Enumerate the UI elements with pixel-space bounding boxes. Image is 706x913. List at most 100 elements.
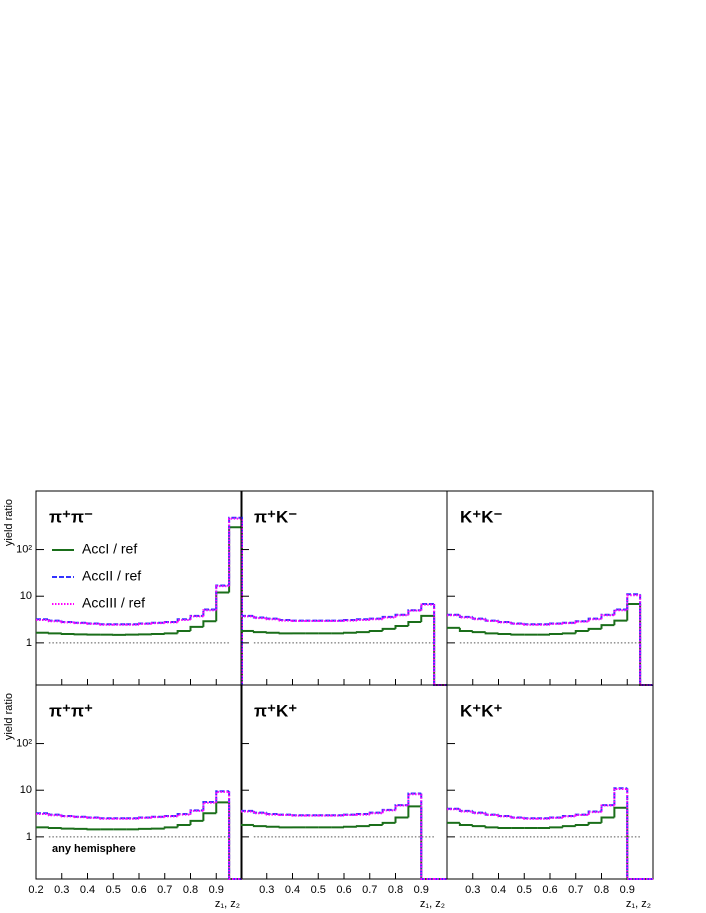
- histogram-bin: [138, 816, 152, 819]
- histogram-bin: [343, 825, 357, 828]
- histogram-bin: [484, 632, 499, 635]
- x-tick-label: 0.9: [414, 884, 429, 896]
- histogram-bin: [484, 826, 499, 829]
- histogram-bin: [626, 603, 641, 621]
- histogram-bin: [639, 595, 653, 686]
- histogram-bin: [228, 526, 243, 685]
- histogram-bin: [138, 622, 152, 625]
- histogram-bin: [433, 615, 447, 686]
- histogram-bin: [613, 608, 628, 615]
- histogram-bin: [561, 632, 576, 635]
- histogram-bin: [176, 823, 191, 828]
- histogram-bin: [228, 517, 243, 685]
- histogram-bin: [523, 623, 538, 626]
- y-tick-label: 1: [26, 637, 32, 649]
- x-tick-label: 0.4: [491, 884, 506, 896]
- x-tick-label: 0.7: [362, 884, 377, 896]
- histogram-bin: [587, 627, 602, 631]
- x-tick-label: 0.2: [28, 884, 43, 896]
- histogram-bin: [215, 585, 230, 611]
- histogram-bin: [381, 808, 396, 813]
- legend-label: AccI / ref: [82, 541, 137, 557]
- histogram-bin: [510, 633, 525, 636]
- histogram-bin: [60, 827, 75, 830]
- histogram-bin: [228, 802, 242, 880]
- histogram-bin: [278, 619, 293, 622]
- y-tick-label: 10²: [16, 543, 32, 555]
- histogram-bin: [215, 801, 230, 814]
- histogram-bin: [484, 619, 499, 622]
- histogram-bin: [587, 618, 602, 622]
- x-tick-label: 0.5: [106, 884, 121, 896]
- histogram-bin: [215, 591, 230, 622]
- histogram-bin: [420, 603, 435, 611]
- panel-title: π⁺K⁻: [254, 507, 297, 526]
- legend-label: AccIII / ref: [82, 595, 145, 611]
- histogram-bin: [176, 618, 191, 623]
- histogram-bin: [381, 616, 396, 620]
- histogram-bin: [574, 813, 589, 817]
- histogram-bin: [626, 807, 641, 880]
- x-tick-label: 0.8: [183, 884, 198, 896]
- x-tick-label: 0.6: [542, 884, 557, 896]
- histogram-bin: [420, 806, 435, 880]
- histogram-bin: [626, 593, 641, 610]
- x-tick-label: 0.5: [517, 884, 532, 896]
- x-tick-label: 0.8: [388, 884, 403, 896]
- histogram-bin: [252, 630, 267, 634]
- histogram-bin: [407, 609, 422, 615]
- x-axis-label: z₁, z₂: [420, 898, 445, 910]
- histogram-bin: [189, 615, 204, 620]
- histogram-bin: [613, 609, 628, 616]
- histogram-bin: [150, 622, 165, 625]
- histogram-bin: [471, 617, 486, 621]
- histogram-bin: [381, 627, 396, 631]
- histogram-bin: [523, 817, 538, 820]
- histogram-bin: [265, 631, 280, 634]
- panel-title: π⁺π⁺: [49, 701, 93, 720]
- y-axis-label: yield ratio: [3, 693, 15, 740]
- histogram-bin: [394, 816, 409, 823]
- histogram-bin: [561, 622, 576, 625]
- histogram-bin: [574, 620, 589, 624]
- histogram-bin: [561, 815, 576, 818]
- histogram-bin: [600, 624, 615, 629]
- legend-label: AccII / ref: [82, 568, 141, 584]
- histogram-bin: [60, 621, 75, 624]
- histogram-bin: [394, 804, 409, 811]
- histogram-bin: [343, 813, 357, 816]
- histogram-bin: [407, 609, 422, 616]
- histogram-bin: [484, 813, 499, 816]
- histogram-bin: [420, 793, 435, 880]
- histogram-bin: [176, 813, 191, 817]
- histogram-bin: [252, 616, 267, 620]
- histogram-bin: [613, 619, 628, 626]
- histogram-bin: [265, 618, 280, 621]
- histogram-bin: [458, 822, 473, 826]
- histogram-bin: [549, 816, 563, 819]
- histogram-bin: [394, 614, 409, 618]
- histogram-bin: [355, 631, 370, 634]
- x-tick-label: 0.3: [259, 884, 274, 896]
- x-tick-label: 0.3: [54, 884, 69, 896]
- histogram-bin: [86, 816, 101, 819]
- histogram-bin: [99, 623, 114, 626]
- histogram-bin: [368, 812, 383, 815]
- panel-title: K⁺K⁻: [460, 507, 503, 526]
- y-tick-label: 10: [20, 784, 32, 796]
- histogram-bin: [47, 826, 62, 829]
- histogram-bin: [163, 621, 178, 624]
- histogram-bin: [394, 624, 409, 629]
- histogram-bin: [265, 813, 280, 816]
- histogram-bin: [47, 813, 62, 817]
- histogram-bin: [278, 632, 293, 635]
- histogram-bin: [587, 821, 602, 825]
- x-axis-label: z₁, z₂: [215, 898, 240, 910]
- histogram-bin: [278, 826, 293, 829]
- histogram-bin: [228, 791, 242, 880]
- histogram-bin: [433, 604, 447, 686]
- panel-title: K⁺K⁺: [460, 701, 503, 720]
- histogram-bin: [265, 825, 280, 828]
